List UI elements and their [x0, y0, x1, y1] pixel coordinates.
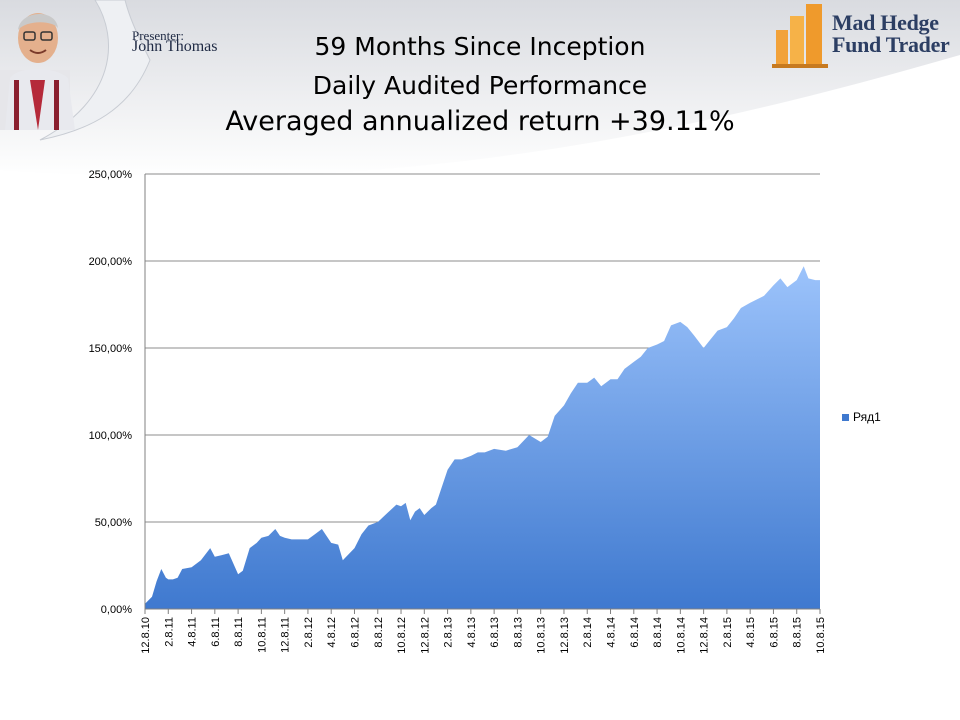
x-tick-label: 6.8.14 [629, 617, 641, 648]
x-tick-label: 2.8.15 [722, 617, 734, 648]
x-tick-label: 2.8.12 [303, 617, 315, 648]
page-curl-decoration [0, 0, 960, 178]
x-tick-label: 8.8.12 [373, 617, 385, 648]
x-tick-label: 8.8.11 [233, 617, 245, 647]
logo-text-line1: Mad Hedge [832, 10, 939, 35]
y-tick-label: 250,00% [89, 169, 133, 181]
x-tick-label: 8.8.15 [792, 617, 804, 648]
slide-title-line-2: Daily Audited Performance [312, 71, 648, 100]
x-tick-label: 2.8.13 [443, 617, 455, 648]
y-tick-label: 150,00% [89, 343, 133, 355]
x-tick-label: 10.8.11 [256, 617, 268, 653]
y-tick-label: 0,00% [101, 604, 132, 616]
logo-text-line2: Fund Trader [832, 32, 950, 57]
y-tick-label: 50,00% [95, 517, 133, 529]
x-tick-label: 6.8.12 [349, 617, 361, 648]
x-tick-label: 12.8.13 [559, 617, 571, 654]
x-tick-label: 4.8.15 [745, 617, 757, 648]
x-tick-label: 4.8.11 [187, 617, 199, 647]
slide-title-line-1: 59 Months Since Inception [314, 32, 646, 61]
x-tick-label: 2.8.14 [582, 617, 594, 648]
chart-legend: Ряд1 [842, 410, 881, 424]
series-area-ryad1 [145, 266, 820, 609]
x-tick-label: 12.8.11 [280, 617, 292, 653]
x-tick-label: 6.8.13 [489, 617, 501, 648]
x-tick-label: 10.8.13 [536, 617, 548, 654]
y-tick-label: 200,00% [89, 256, 133, 268]
x-tick-label: 8.8.14 [652, 617, 664, 648]
legend-label: Ряд1 [853, 410, 881, 424]
x-tick-label: 2.8.11 [163, 617, 175, 647]
y-tick-label: 100,00% [89, 430, 133, 442]
x-tick-label: 12.8.12 [419, 617, 431, 654]
slide-title-line-3: Averaged annualized return +39.11% [225, 106, 735, 137]
legend-swatch [842, 413, 849, 421]
presenter-name: John Thomas [132, 38, 218, 55]
x-tick-label: 8.8.13 [512, 617, 524, 648]
x-tick-label: 4.8.12 [326, 617, 338, 648]
x-tick-label: 12.8.14 [699, 617, 711, 654]
x-tick-label: 6.8.11 [210, 617, 222, 647]
x-tick-label: 4.8.14 [606, 617, 618, 648]
logo-bars-icon [772, 4, 828, 68]
x-tick-label: 10.8.12 [396, 617, 408, 654]
x-tick-label: 10.8.14 [675, 617, 687, 654]
x-tick-label: 10.8.15 [815, 617, 827, 654]
x-tick-label: 4.8.13 [466, 617, 478, 648]
presenter-photo [0, 13, 75, 130]
presenter-title: Presenter: [132, 28, 184, 43]
x-tick-label: 12.8.10 [140, 617, 152, 654]
x-tick-label: 6.8.15 [768, 617, 780, 648]
